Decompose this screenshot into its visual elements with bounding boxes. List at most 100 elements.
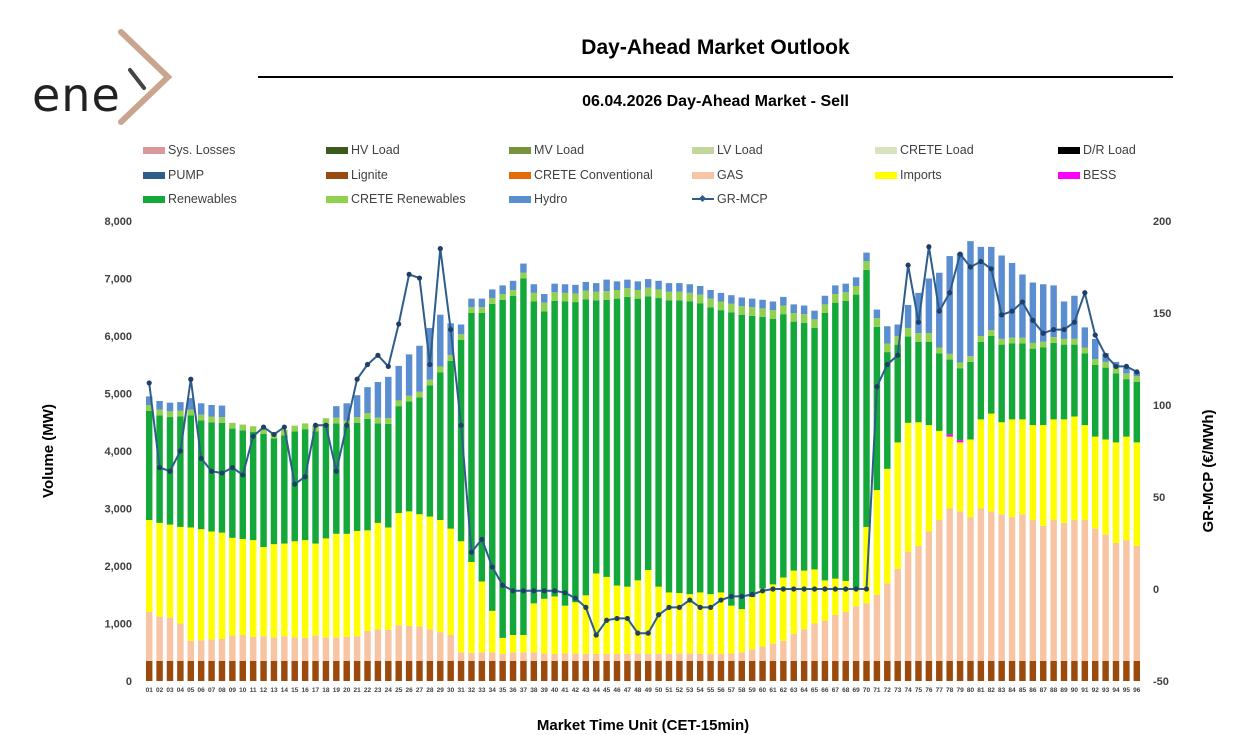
- x-tick-label: 89: [1060, 687, 1068, 694]
- bar-segment: [187, 415, 195, 528]
- bar-segment: [156, 660, 163, 681]
- gr-mcp-point: [188, 376, 194, 382]
- x-tick-label: 49: [645, 687, 653, 694]
- gr-mcp-point: [697, 604, 703, 611]
- bar-segment: [551, 653, 558, 661]
- bar-segment: [832, 294, 839, 303]
- bar-segment: [800, 629, 808, 661]
- bar-segment: [1050, 660, 1057, 681]
- bar-segment: [915, 292, 922, 334]
- bar-segment: [561, 301, 569, 606]
- bar-segment: [177, 402, 184, 411]
- bar-segment: [759, 588, 766, 647]
- x-tick-label: 01: [146, 687, 154, 694]
- bar-segment: [884, 352, 891, 469]
- bar-segment: [873, 309, 881, 319]
- bar-segment: [281, 543, 288, 637]
- bar-segment: [218, 532, 226, 640]
- bar-segment: [177, 410, 184, 417]
- bar-segment: [291, 660, 298, 681]
- bar-segment: [364, 530, 371, 631]
- bar-segment: [769, 301, 777, 311]
- bar-segment: [353, 417, 361, 423]
- legend-item: GR-MCP: [692, 191, 768, 207]
- legend-swatch: [326, 146, 348, 154]
- bar-segment: [748, 649, 756, 661]
- logo-x-mark: [118, 29, 173, 125]
- bar-segment: [800, 570, 808, 630]
- bar-segment: [644, 279, 652, 288]
- bar-segment: [1112, 543, 1120, 661]
- bar-segment: [1040, 425, 1047, 526]
- bar-segment: [977, 660, 985, 681]
- x-tick-label: 19: [333, 687, 341, 694]
- bar-segment: [218, 639, 226, 661]
- bar-segment: [1102, 439, 1109, 535]
- bar-segment: [852, 588, 860, 607]
- bar-segment: [437, 314, 444, 367]
- bar-segment: [925, 278, 933, 334]
- bar-segment: [364, 387, 371, 414]
- bar-segment: [988, 413, 995, 512]
- bar-segment: [551, 300, 558, 597]
- gr-mcp-point: [229, 464, 235, 471]
- x-tick-label: 12: [260, 687, 268, 694]
- bar-segment: [177, 526, 184, 624]
- bar-segment: [624, 279, 631, 289]
- bar-segment: [832, 285, 839, 295]
- bar-segment: [572, 293, 579, 303]
- bar-segment: [686, 594, 694, 654]
- bar-segment: [541, 653, 548, 661]
- bar-segment: [426, 629, 434, 661]
- x-tick-label: 08: [218, 687, 226, 694]
- bar-segment: [603, 653, 610, 661]
- bar-segment: [333, 660, 340, 681]
- bar-segment: [946, 660, 953, 681]
- x-tick-label: 77: [936, 687, 944, 694]
- bar-segment: [936, 347, 943, 354]
- legend-label: CRETE Conventional: [534, 168, 653, 182]
- bar-segment: [437, 632, 444, 661]
- bar-segment: [177, 416, 184, 527]
- bar-segment: [187, 398, 195, 410]
- bar-segment: [686, 660, 694, 681]
- gr-mcp-point: [479, 536, 485, 542]
- bar-segment: [197, 403, 205, 415]
- bar-segment: [166, 524, 174, 618]
- bar-segment: [676, 593, 683, 654]
- bar-segment: [426, 379, 434, 386]
- bar-segment: [613, 660, 621, 681]
- bar-segment: [665, 283, 673, 292]
- bar-segment: [1081, 660, 1089, 681]
- bar-segment: [1081, 353, 1089, 426]
- bar-segment: [613, 653, 621, 661]
- bar-segment: [489, 298, 496, 304]
- bar-segment: [624, 296, 631, 587]
- bar-segment: [301, 660, 309, 681]
- gr-mcp-point: [531, 588, 537, 594]
- bar-segment: [842, 612, 849, 661]
- bar-segment: [385, 423, 392, 528]
- bar-segment: [322, 538, 330, 638]
- bar-segment: [561, 292, 569, 302]
- bar-segment: [811, 623, 818, 661]
- bar-segment: [385, 660, 392, 681]
- bar-segment: [520, 263, 527, 273]
- bar-segment: [177, 623, 184, 661]
- bar-segment: [863, 269, 870, 527]
- bar-segment: [395, 400, 402, 407]
- bar-segment: [561, 605, 569, 654]
- bar-segment: [603, 576, 610, 654]
- bar-segment: [489, 289, 496, 299]
- bar-segment: [541, 294, 548, 303]
- bar-segment: [281, 660, 288, 681]
- bar-segment: [738, 609, 745, 653]
- bar-segment: [644, 570, 652, 654]
- gr-mcp-point: [271, 431, 277, 438]
- bar-segment: [229, 660, 236, 681]
- gr-mcp-point: [1103, 352, 1109, 358]
- bar-segment: [717, 653, 725, 661]
- bar-segment: [956, 511, 964, 661]
- bar-segment: [1123, 660, 1130, 681]
- bar-segment: [416, 514, 423, 627]
